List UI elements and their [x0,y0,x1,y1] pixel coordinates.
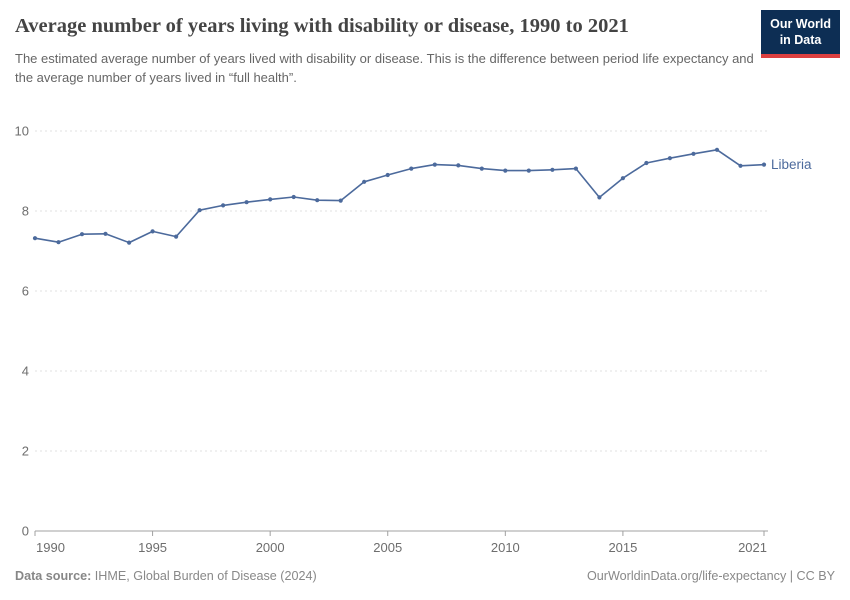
data-point[interactable] [338,198,343,203]
x-axis-tick-label: 2000 [256,540,285,555]
chart-subtitle: The estimated average number of years li… [15,50,754,86]
data-point[interactable] [526,168,531,173]
x-axis-tick-label: 1990 [36,540,65,555]
data-point[interactable] [362,179,367,184]
data-point[interactable] [409,166,414,171]
data-point[interactable] [174,234,179,239]
x-axis-tick-label: 2021 [738,540,767,555]
data-line[interactable] [34,149,765,244]
data-point[interactable] [79,232,85,237]
data-point[interactable] [244,200,249,205]
series-label: Liberia [771,157,812,172]
data-point[interactable] [550,167,555,172]
y-axis-tick-label: 4 [22,364,29,379]
data-point[interactable] [221,203,226,208]
data-point[interactable] [315,198,320,203]
y-axis-tick-label: 10 [15,124,29,139]
data-point[interactable] [103,231,108,236]
data-point[interactable] [620,176,626,181]
data-point[interactable] [691,151,696,156]
data-point[interactable] [291,194,296,200]
data-point[interactable] [32,236,38,241]
data-point[interactable] [573,166,579,171]
data-point[interactable] [503,168,508,173]
data-point[interactable] [268,197,273,202]
data-point[interactable] [127,240,132,245]
data-point[interactable] [714,147,720,152]
data-point[interactable] [761,162,767,167]
data-source[interactable]: Data source: IHME, Global Burden of Dise… [15,569,317,583]
data-point[interactable] [432,162,437,167]
data-point[interactable] [197,208,202,213]
y-axis-tick-label: 6 [22,284,29,299]
data-point[interactable] [56,240,61,245]
data-point[interactable] [479,166,484,171]
credit-link[interactable]: OurWorldinData.org/life-expectancy | CC … [586,569,835,583]
x-axis-tick-label: 2015 [608,540,637,555]
owid-logo-line1: Our World [770,17,831,31]
chart-footer: Data source: IHME, Global Burden of Dise… [15,569,835,583]
x-axis-tick-label: 2005 [373,540,402,555]
owid-logo[interactable]: Our World in Data [761,10,840,58]
owid-logo-line2: in Data [779,33,822,48]
y-axis-tick-label: 2 [22,444,29,459]
data-point[interactable] [385,172,390,178]
data-source-label: Data source: [15,569,92,583]
chart-title: Average number of years living with disa… [15,15,629,37]
data-point[interactable] [456,163,461,168]
data-point[interactable] [667,156,673,161]
data-source-value: IHME, Global Burden of Disease (2024) [91,569,317,583]
y-axis-tick-label: 8 [22,204,29,219]
data-point[interactable] [150,229,155,234]
data-point[interactable] [738,163,743,168]
data-point[interactable] [644,160,649,166]
data-point[interactable] [597,195,602,200]
x-axis-tick-label: 1995 [138,540,167,555]
chart-header: Average number of years living with disa… [15,12,760,88]
x-axis-tick-label: 2010 [491,540,520,555]
y-axis-tick-label: 0 [22,524,29,539]
